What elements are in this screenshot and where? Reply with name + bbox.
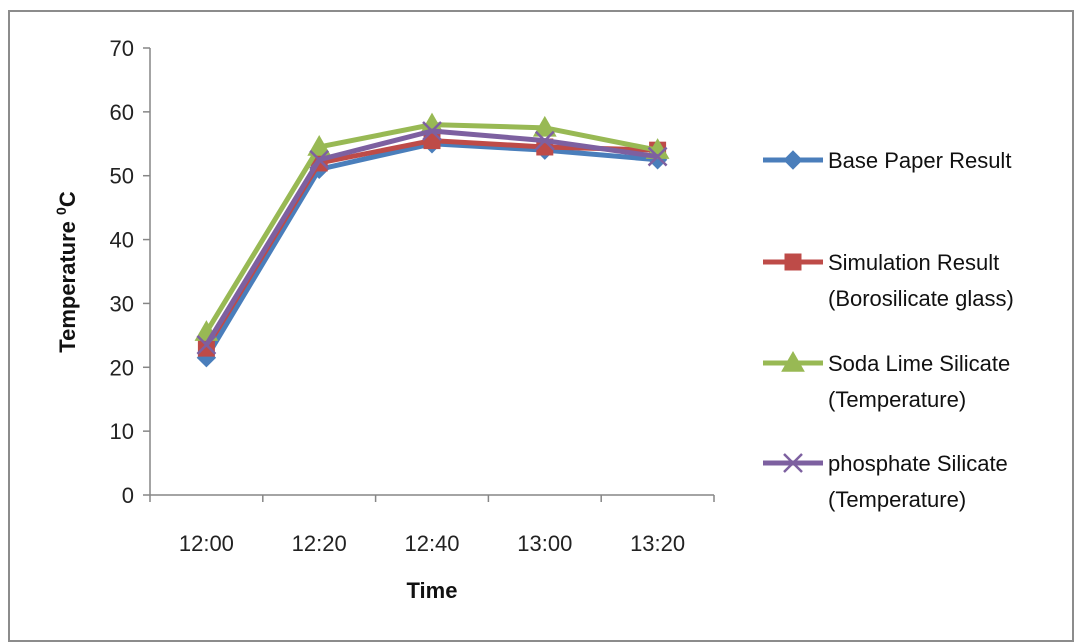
y-tick-label: 50 xyxy=(110,164,134,189)
data-point xyxy=(307,134,332,156)
y-tick-label: 60 xyxy=(110,100,134,125)
chart-frame xyxy=(8,10,1074,642)
data-point xyxy=(422,121,442,141)
y-axis-title-unit: C xyxy=(55,191,80,207)
y-tick-label: 20 xyxy=(110,355,134,380)
y-tick-label: 0 xyxy=(122,483,134,508)
legend-entry: Base Paper Result xyxy=(763,148,1011,173)
x-marker-stroke xyxy=(534,130,555,151)
series-line xyxy=(204,141,658,359)
legend-entry: Simulation Result (Borosilicate glass) xyxy=(763,250,1014,311)
legend-marker xyxy=(783,150,803,170)
data-point xyxy=(532,115,557,137)
x-marker-stroke xyxy=(422,121,442,141)
y-tick-label: 70 xyxy=(110,36,134,61)
legend-label: phosphate Silicate xyxy=(828,451,1008,476)
data-point xyxy=(534,130,555,151)
x-tick-label: 12:20 xyxy=(292,531,347,556)
y-tick-label: 30 xyxy=(110,291,134,316)
x-marker-stroke xyxy=(783,453,803,473)
data-point xyxy=(309,149,330,170)
legend-label: Base Paper Result xyxy=(828,148,1011,173)
x-ticks: 12:00 12:20 12:40 13:00 13:20 xyxy=(149,495,715,556)
x-marker-stroke xyxy=(647,146,668,167)
y-ticks: 0 10 20 30 40 50 60 70 xyxy=(110,36,150,508)
data-point xyxy=(196,335,217,355)
x-tick-label: 13:20 xyxy=(630,531,685,556)
x-tick-label: 12:00 xyxy=(179,531,234,556)
legend-marker xyxy=(783,453,803,473)
y-axis-title-superscript: 0 xyxy=(53,207,69,215)
x-tick-label: 13:00 xyxy=(517,531,572,556)
legend-label: (Temperature) xyxy=(828,387,966,412)
legend-marker xyxy=(781,350,805,372)
axes xyxy=(149,48,714,496)
legend-marker xyxy=(784,253,802,271)
y-tick-label: 40 xyxy=(110,228,134,253)
series-4 xyxy=(196,121,668,355)
legend-label: (Borosilicate glass) xyxy=(828,286,1014,311)
data-point xyxy=(647,146,668,167)
x-marker-stroke xyxy=(309,149,330,170)
legend-entry: Soda Lime Silicate (Temperature) xyxy=(763,350,1010,412)
series-line xyxy=(204,128,658,347)
legend-label: Simulation Result xyxy=(828,250,999,275)
legend-label: (Temperature) xyxy=(828,487,966,512)
y-axis-title: Temperature 0C xyxy=(53,191,80,353)
x-marker-stroke xyxy=(196,335,217,355)
y-tick-label: 10 xyxy=(110,419,134,444)
y-axis-title-text: Temperature xyxy=(55,215,80,353)
legend: Base Paper Result Simulation Result (Boros… xyxy=(763,148,1014,512)
series-layer xyxy=(194,112,670,368)
legend-label: Soda Lime Silicate xyxy=(828,351,1010,376)
x-tick-label: 12:40 xyxy=(404,531,459,556)
legend-entry: phosphate Silicate (Temperature) xyxy=(763,451,1008,512)
x-axis-title: Time xyxy=(407,578,458,603)
